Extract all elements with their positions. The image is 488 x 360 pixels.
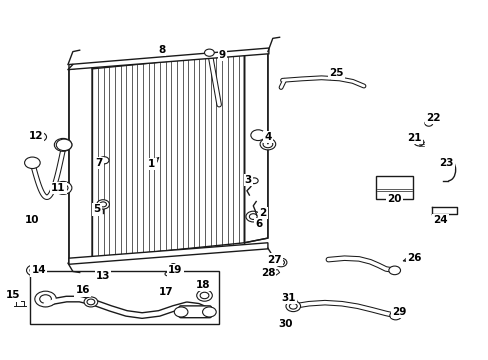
Text: 5: 5 <box>93 204 101 215</box>
Circle shape <box>54 181 72 194</box>
Circle shape <box>30 267 38 273</box>
Circle shape <box>275 258 286 267</box>
Circle shape <box>289 303 297 309</box>
Text: 31: 31 <box>281 293 295 303</box>
Text: 14: 14 <box>31 265 46 275</box>
Circle shape <box>204 49 214 56</box>
Text: 29: 29 <box>391 307 406 317</box>
Circle shape <box>58 141 68 148</box>
Circle shape <box>35 291 56 307</box>
Text: 7: 7 <box>95 158 102 168</box>
Circle shape <box>40 295 51 303</box>
Circle shape <box>97 200 109 209</box>
FancyBboxPatch shape <box>179 306 211 318</box>
Text: 4: 4 <box>264 132 271 142</box>
Circle shape <box>100 202 106 207</box>
Circle shape <box>284 296 290 300</box>
Circle shape <box>26 265 41 276</box>
Circle shape <box>174 307 187 317</box>
Circle shape <box>170 264 175 267</box>
Polygon shape <box>69 48 268 69</box>
Circle shape <box>58 184 68 192</box>
Circle shape <box>196 290 212 301</box>
Circle shape <box>35 133 46 141</box>
Text: 30: 30 <box>278 319 293 329</box>
Text: 19: 19 <box>168 265 182 275</box>
Polygon shape <box>244 49 267 243</box>
Circle shape <box>277 260 284 265</box>
Circle shape <box>24 157 40 168</box>
Circle shape <box>266 267 272 272</box>
Text: 6: 6 <box>255 219 262 229</box>
Circle shape <box>263 140 272 148</box>
Text: 1: 1 <box>148 159 155 169</box>
Circle shape <box>389 311 401 320</box>
Circle shape <box>54 138 72 151</box>
Polygon shape <box>69 243 267 264</box>
Circle shape <box>84 297 98 307</box>
Circle shape <box>388 266 400 275</box>
Circle shape <box>260 138 275 150</box>
Text: 18: 18 <box>195 280 210 290</box>
Circle shape <box>56 139 72 150</box>
FancyBboxPatch shape <box>375 176 412 199</box>
Text: 17: 17 <box>159 287 173 297</box>
Text: 23: 23 <box>439 158 453 168</box>
Text: 8: 8 <box>158 45 165 55</box>
Circle shape <box>413 139 423 146</box>
Circle shape <box>200 292 208 299</box>
Circle shape <box>202 307 216 317</box>
Text: 21: 21 <box>406 133 421 143</box>
Text: 3: 3 <box>244 175 251 185</box>
Text: 9: 9 <box>219 50 225 60</box>
Text: 10: 10 <box>25 215 40 225</box>
Circle shape <box>164 272 169 276</box>
Text: 2: 2 <box>259 208 266 218</box>
Text: 20: 20 <box>386 194 401 204</box>
Circle shape <box>38 135 43 139</box>
Circle shape <box>249 214 257 220</box>
Text: 24: 24 <box>432 215 447 225</box>
Text: 26: 26 <box>406 253 421 263</box>
Text: 12: 12 <box>28 131 43 141</box>
Circle shape <box>424 121 432 126</box>
Text: 25: 25 <box>328 68 343 78</box>
Circle shape <box>99 157 109 164</box>
Text: 27: 27 <box>267 255 282 265</box>
Circle shape <box>250 178 258 184</box>
Text: 13: 13 <box>96 271 110 281</box>
Text: 15: 15 <box>6 291 20 301</box>
Polygon shape <box>69 65 92 263</box>
Text: 22: 22 <box>426 113 440 123</box>
Text: 11: 11 <box>51 183 65 193</box>
Circle shape <box>87 299 95 305</box>
Circle shape <box>245 211 260 222</box>
Circle shape <box>250 130 265 140</box>
Text: 28: 28 <box>260 267 275 278</box>
Bar <box>30 271 219 324</box>
Circle shape <box>285 301 300 312</box>
Text: 16: 16 <box>75 285 90 296</box>
